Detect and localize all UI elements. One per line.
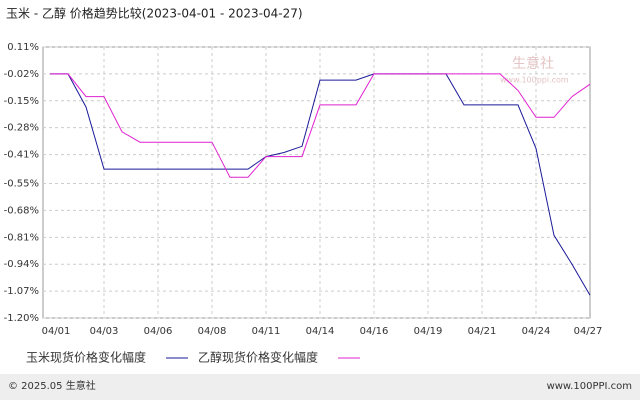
x-tick-label: 04/06 [144, 326, 173, 337]
legend-label: 乙醇现货价格变化幅度 [198, 350, 318, 365]
y-tick-label: -0.55% [4, 179, 39, 190]
watermark-url: www.100ppi.com [500, 76, 569, 85]
x-tick-label: 04/11 [252, 326, 281, 337]
y-tick-label: -1.07% [4, 286, 39, 297]
chart-title: 玉米 - 乙醇 价格趋势比较(2023-04-01 - 2023-04-27) [6, 6, 303, 21]
y-tick-label: -0.02% [4, 69, 39, 80]
x-tick-label: 04/14 [306, 326, 335, 337]
y-tick-label: -0.68% [4, 205, 39, 216]
x-tick-label: 04/19 [414, 326, 443, 337]
x-tick-label: 04/24 [522, 326, 551, 337]
x-tick-label: 04/03 [90, 326, 119, 337]
y-tick-label: -0.94% [4, 259, 39, 270]
footer-left: © 2025.05 生意社 [8, 379, 96, 392]
y-tick-label: -1.20% [4, 313, 39, 324]
y-tick-label: -0.41% [4, 150, 39, 161]
footer-right: www.100PPI.com [547, 381, 632, 392]
series-line [50, 73, 591, 296]
series-line [50, 73, 591, 178]
x-tick-label: 04/01 [42, 326, 71, 337]
y-tick-label: 0.11% [7, 42, 39, 53]
x-tick-label: 04/21 [468, 326, 497, 337]
x-tick-label: 04/08 [198, 326, 227, 337]
plot-area [42, 46, 591, 319]
y-tick-label: -0.15% [4, 96, 39, 107]
x-tick-label: 04/16 [360, 326, 389, 337]
y-tick-label: -0.28% [4, 123, 39, 134]
x-tick-label: 04/27 [574, 326, 603, 337]
watermark: 生意社 [512, 55, 554, 72]
y-tick-label: -0.81% [4, 232, 39, 243]
legend-label: 玉米现货价格变化幅度 [26, 350, 146, 365]
footer-bar [0, 374, 640, 400]
